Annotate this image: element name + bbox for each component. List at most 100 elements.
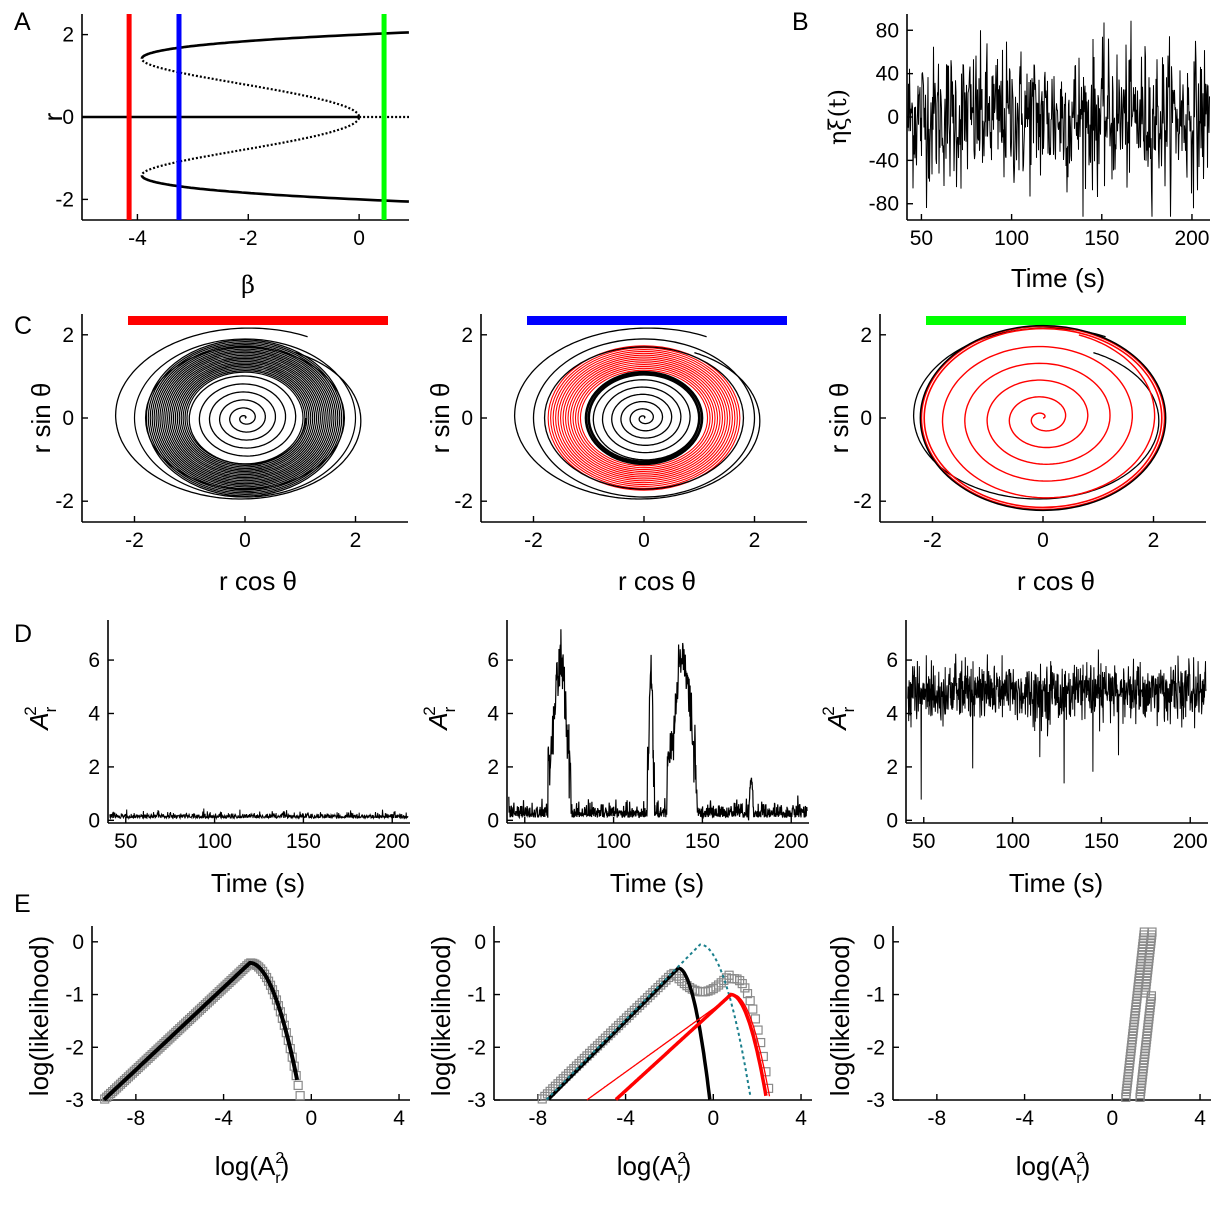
x-axis-superscript: 2 xyxy=(677,1150,686,1167)
inner-spiral xyxy=(592,379,700,461)
limit-cycle-ring xyxy=(155,347,335,489)
chart-C1: -2 0 2 2 0 -2 r cos θ r sin θ xyxy=(26,314,408,596)
x-tick-label: 200 xyxy=(375,830,410,853)
data-marker xyxy=(537,1094,547,1104)
y-axis-label: r sin θ xyxy=(824,383,854,454)
outer-ring xyxy=(543,346,745,490)
limit-cycle-ring xyxy=(153,345,337,491)
x-axis-label-base: log(A xyxy=(1016,1151,1077,1181)
y-axis-label: Ar2 xyxy=(420,706,459,731)
x-tick-label: 2 xyxy=(350,529,362,552)
red-cycle-ring xyxy=(560,354,728,482)
x-tick-label: 0 xyxy=(305,1107,317,1130)
chart-C3: -2 0 2 2 0 -2 r cos θ r sin θ xyxy=(824,314,1206,596)
red-cycle-ring xyxy=(923,327,1163,509)
y-tick-label: -2 xyxy=(467,1036,486,1059)
y-axis-label: log(likelihood) xyxy=(825,936,855,1096)
x-axis-close: ) xyxy=(1082,1151,1091,1181)
x-axis-close: ) xyxy=(281,1151,290,1181)
x-axis-subscript: r xyxy=(1076,1170,1082,1187)
x-axis-label: r cos θ xyxy=(219,566,297,596)
amplitude-trace xyxy=(508,629,808,821)
outer-ring xyxy=(133,338,357,498)
y-tick-label: 2 xyxy=(62,324,74,347)
data-marker xyxy=(742,989,753,999)
chart-A: -4 -2 0 2 0 -2 β r xyxy=(38,14,409,299)
fit-curve-black xyxy=(547,966,712,1101)
x-tick-label: -4 xyxy=(128,227,147,250)
data-marker xyxy=(1147,927,1157,937)
red-cycle-ring xyxy=(547,345,741,491)
x-tick-label: 50 xyxy=(910,227,933,250)
chart-E1: -8 -4 0 4 0 -1 -2 -3 log(A2 r) log(likelihood) xyxy=(24,926,410,1187)
y-tick-label: -2 xyxy=(55,490,74,513)
y-tick-label: 2 xyxy=(860,324,872,347)
y-tick-label: 4 xyxy=(886,702,898,725)
x-tick-label: -2 xyxy=(923,529,942,552)
limit-cycle-ring xyxy=(157,348,333,488)
data-marker xyxy=(645,990,655,1000)
data-marker xyxy=(706,985,716,995)
x-axis-label-base: log(A xyxy=(215,1151,276,1181)
data-marker xyxy=(642,993,653,1003)
limit-cycle-ring xyxy=(184,370,306,466)
limit-cycle-ring xyxy=(159,350,331,486)
x-tick-label: 0 xyxy=(353,227,365,250)
stable-outer-branch xyxy=(140,31,409,59)
limit-cycle-ring xyxy=(151,344,339,492)
panel-label-D: D xyxy=(14,620,32,648)
x-tick-label: 2 xyxy=(1148,529,1160,552)
outer-ring xyxy=(144,346,346,490)
chart-B: 50 100 150 200 80 40 0 -40 -80 Time (s) ηξ(t) xyxy=(824,14,1210,293)
data-marker xyxy=(295,1091,305,1101)
y-tick-label: 6 xyxy=(88,649,100,672)
red-cycle-ring xyxy=(579,369,709,467)
fit-curve xyxy=(102,960,300,1102)
x-tick-label: 100 xyxy=(197,830,232,853)
x-tick-label: 4 xyxy=(1194,1107,1206,1130)
data-marker xyxy=(656,980,666,990)
y-axis-label: r sin θ xyxy=(425,383,455,454)
chart-C2: -2 0 2 2 0 -2 r cos θ r sin θ xyxy=(425,314,807,596)
x-tick-label: 100 xyxy=(596,830,631,853)
x-tick-label: -4 xyxy=(1015,1107,1034,1130)
red-cycle-ring xyxy=(577,367,711,469)
data-marker xyxy=(653,982,663,993)
fit-curve-teal xyxy=(545,943,752,1101)
x-axis-label: r cos θ xyxy=(1017,566,1095,596)
x-axis-label: Time (s) xyxy=(1009,868,1103,898)
limit-cycle-ring xyxy=(167,356,323,480)
x-tick-label: 150 xyxy=(286,830,321,853)
y-tick-label: 2 xyxy=(886,756,898,779)
x-axis-label: β xyxy=(241,271,255,299)
limit-cycle-ring xyxy=(145,339,345,497)
y-tick-label: -2 xyxy=(454,490,473,513)
y-tick-label: 0 xyxy=(886,809,898,832)
y-tick-label: 2 xyxy=(62,24,74,47)
y-tick-label: -2 xyxy=(853,490,872,513)
y-axis-subscript: r xyxy=(41,706,60,712)
data-marker xyxy=(648,988,658,998)
y-tick-label: 40 xyxy=(876,63,899,86)
limit-cycle-ring xyxy=(180,366,310,470)
y-axis-label: r sin θ xyxy=(26,383,56,454)
x-axis-label: log(A2 r) xyxy=(1016,1150,1091,1187)
y-tick-label: -3 xyxy=(65,1089,84,1112)
y-tick-label: 0 xyxy=(461,407,473,430)
y-axis-superscript: 2 xyxy=(420,706,439,715)
red-cycle-ring xyxy=(920,325,1166,511)
x-axis-label: r cos θ xyxy=(618,566,696,596)
y-axis-label: r xyxy=(38,112,68,121)
data-marker xyxy=(740,983,750,993)
y-axis-label-base: A xyxy=(423,712,453,731)
amplitude-trace xyxy=(109,808,409,821)
data-marker xyxy=(661,975,671,985)
x-tick-label: 200 xyxy=(1173,830,1208,853)
y-tick-label: -1 xyxy=(65,984,84,1007)
x-tick-label: -4 xyxy=(616,1107,635,1130)
y-tick-label: -2 xyxy=(65,1036,84,1059)
y-tick-label: 0 xyxy=(487,809,499,832)
x-axis-superscript: 2 xyxy=(275,1150,284,1167)
red-cycle-ring xyxy=(552,349,736,487)
